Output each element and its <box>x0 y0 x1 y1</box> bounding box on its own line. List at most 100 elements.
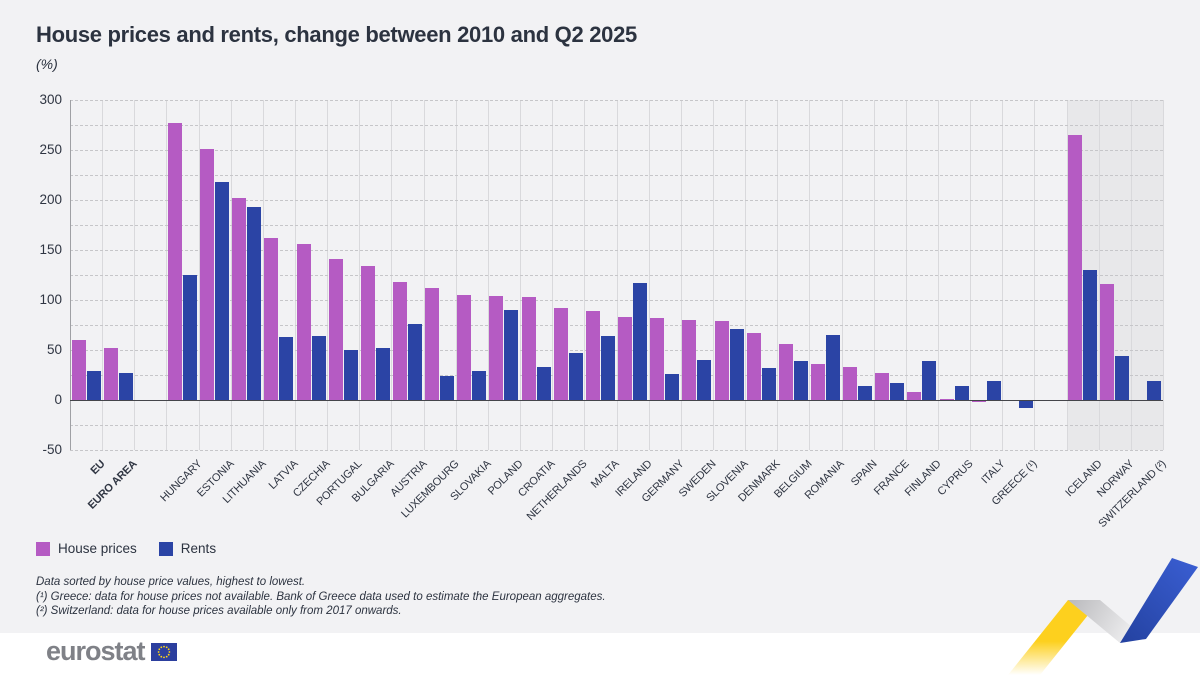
x-label-hungary: HUNGARY <box>157 458 204 505</box>
bar-house-prices-croatia <box>521 297 536 400</box>
bar-house-prices-belgium <box>778 344 793 400</box>
bar-house-prices-austria <box>393 282 408 400</box>
footer-band <box>0 633 1200 675</box>
bar-rents-finland <box>922 361 937 400</box>
legend-label: House prices <box>58 541 137 556</box>
bar-rents-latvia <box>279 337 294 400</box>
bar-house-prices-bulgaria <box>360 266 375 400</box>
chart-footnotes: Data sorted by house price values, highe… <box>36 575 606 619</box>
y-tick-label-100: 100 <box>39 292 62 307</box>
x-label-czechia: CZECHIA <box>290 458 333 500</box>
bar-rents-slovenia <box>729 329 744 400</box>
bar-rents-cyprus <box>954 386 969 400</box>
gridline-225 <box>70 175 1163 176</box>
x-label-slovenia: SLOVENIA <box>704 458 751 505</box>
page-title: House prices and rents, change between 2… <box>36 22 637 47</box>
bar-rents-croatia <box>536 367 551 400</box>
gridline-125 <box>70 275 1163 276</box>
bar-house-prices-germany <box>650 318 665 400</box>
bar-house-prices-france <box>875 373 890 400</box>
bar-house-prices-portugal <box>328 259 343 400</box>
bar-rents-estonia <box>215 182 230 400</box>
footnote-line-3: (²) Switzerland: data for house prices a… <box>36 605 402 617</box>
bar-rents-france <box>890 383 905 400</box>
bar-rents-norway <box>1115 356 1130 400</box>
bar-rents-romania <box>825 335 840 400</box>
y-tick-label-200: 200 <box>39 192 62 207</box>
x-label-germany: GERMANY <box>639 458 687 505</box>
zero-axis-line <box>70 400 1163 401</box>
bar-rents-portugal <box>343 350 358 400</box>
legend-swatch-rents <box>158 541 173 556</box>
bar-rents-italy <box>986 381 1001 400</box>
bar-rents-netherlands <box>568 353 583 400</box>
bar-house-prices-ireland <box>618 317 633 400</box>
legend-label: Rents <box>180 541 217 556</box>
bar-house-prices-romania <box>810 364 825 400</box>
x-label-france: FRANCE <box>871 458 912 498</box>
footnote-line-2: (¹) Greece: data for house prices not av… <box>36 590 606 603</box>
legend-swatch-house-prices <box>36 541 50 556</box>
bar-house-prices-italy <box>971 400 986 402</box>
y-axis-line <box>70 100 71 450</box>
legend-item-rents: Rents <box>158 541 217 556</box>
gridline-175 <box>70 225 1163 226</box>
x-label-slovakia: SLOVAKIA <box>448 458 494 504</box>
gridline--50 <box>70 450 1163 451</box>
bar-rents-switzerland <box>1147 381 1162 400</box>
gridline-300 <box>70 100 1163 101</box>
gridline-100 <box>70 300 1163 301</box>
x-label-cyprus: CYPRUS <box>935 458 976 499</box>
bar-rents-spain <box>858 386 873 400</box>
chart-legend: House prices Rents <box>36 541 228 556</box>
bar-rents-lithuania <box>247 207 262 400</box>
bar-house-prices-malta <box>585 311 600 400</box>
bar-rents-ireland <box>633 283 648 400</box>
bar-house-prices-spain <box>843 367 858 400</box>
bar-rents-bulgaria <box>375 348 390 400</box>
bar-rents-luxembourg <box>440 376 455 400</box>
bar-house-prices-czechia <box>296 244 311 400</box>
bar-house-prices-netherlands <box>553 308 568 400</box>
bar-rents-poland <box>504 310 519 400</box>
x-label-poland: POLAND <box>485 458 526 498</box>
bar-rents-greece <box>1018 400 1033 408</box>
bar-house-prices-cyprus <box>939 399 954 400</box>
gridline-250 <box>70 150 1163 151</box>
footnote-line-1: Data sorted by house price values, highe… <box>36 576 306 588</box>
bar-house-prices-norway <box>1100 284 1115 400</box>
bar-rents-germany <box>665 374 680 400</box>
x-label-estonia: ESTONIA <box>194 458 237 500</box>
gridline-25 <box>70 375 1163 376</box>
bar-house-prices-luxembourg <box>425 288 440 400</box>
bar-rents-belgium <box>793 361 808 400</box>
gridline-50 <box>70 350 1163 351</box>
x-label-finland: FINLAND <box>902 458 944 499</box>
x-label-sweden: SWEDEN <box>676 458 719 500</box>
y-tick-label-250: 250 <box>39 142 62 157</box>
bar-house-prices-poland <box>489 296 504 400</box>
x-label-latvia: LATVIA <box>266 458 301 492</box>
bar-house-prices-hungary <box>168 123 182 400</box>
eurostat-logo: eurostat <box>46 636 177 667</box>
bar-rents-sweden <box>697 360 712 400</box>
bar-rents-czechia <box>311 336 326 400</box>
gridline-275 <box>70 125 1163 126</box>
y-tick-label-300: 300 <box>39 92 62 107</box>
bar-rents-slovakia <box>472 371 487 400</box>
bar-house-prices-eu <box>71 340 86 400</box>
bar-rents-hungary <box>183 275 197 400</box>
gridline-200 <box>70 200 1163 201</box>
bar-house-prices-euro-area <box>103 348 118 400</box>
bar-rents-iceland <box>1083 270 1098 400</box>
bar-house-prices-lithuania <box>232 198 247 400</box>
bar-house-prices-iceland <box>1068 135 1083 400</box>
unit-label: (%) <box>36 56 58 72</box>
bar-rents-eu <box>86 371 101 400</box>
y-tick-label-150: 150 <box>39 242 62 257</box>
legend-item-house-prices: House prices <box>36 541 137 556</box>
bar-house-prices-latvia <box>264 238 279 400</box>
bar-house-prices-estonia <box>200 149 215 400</box>
